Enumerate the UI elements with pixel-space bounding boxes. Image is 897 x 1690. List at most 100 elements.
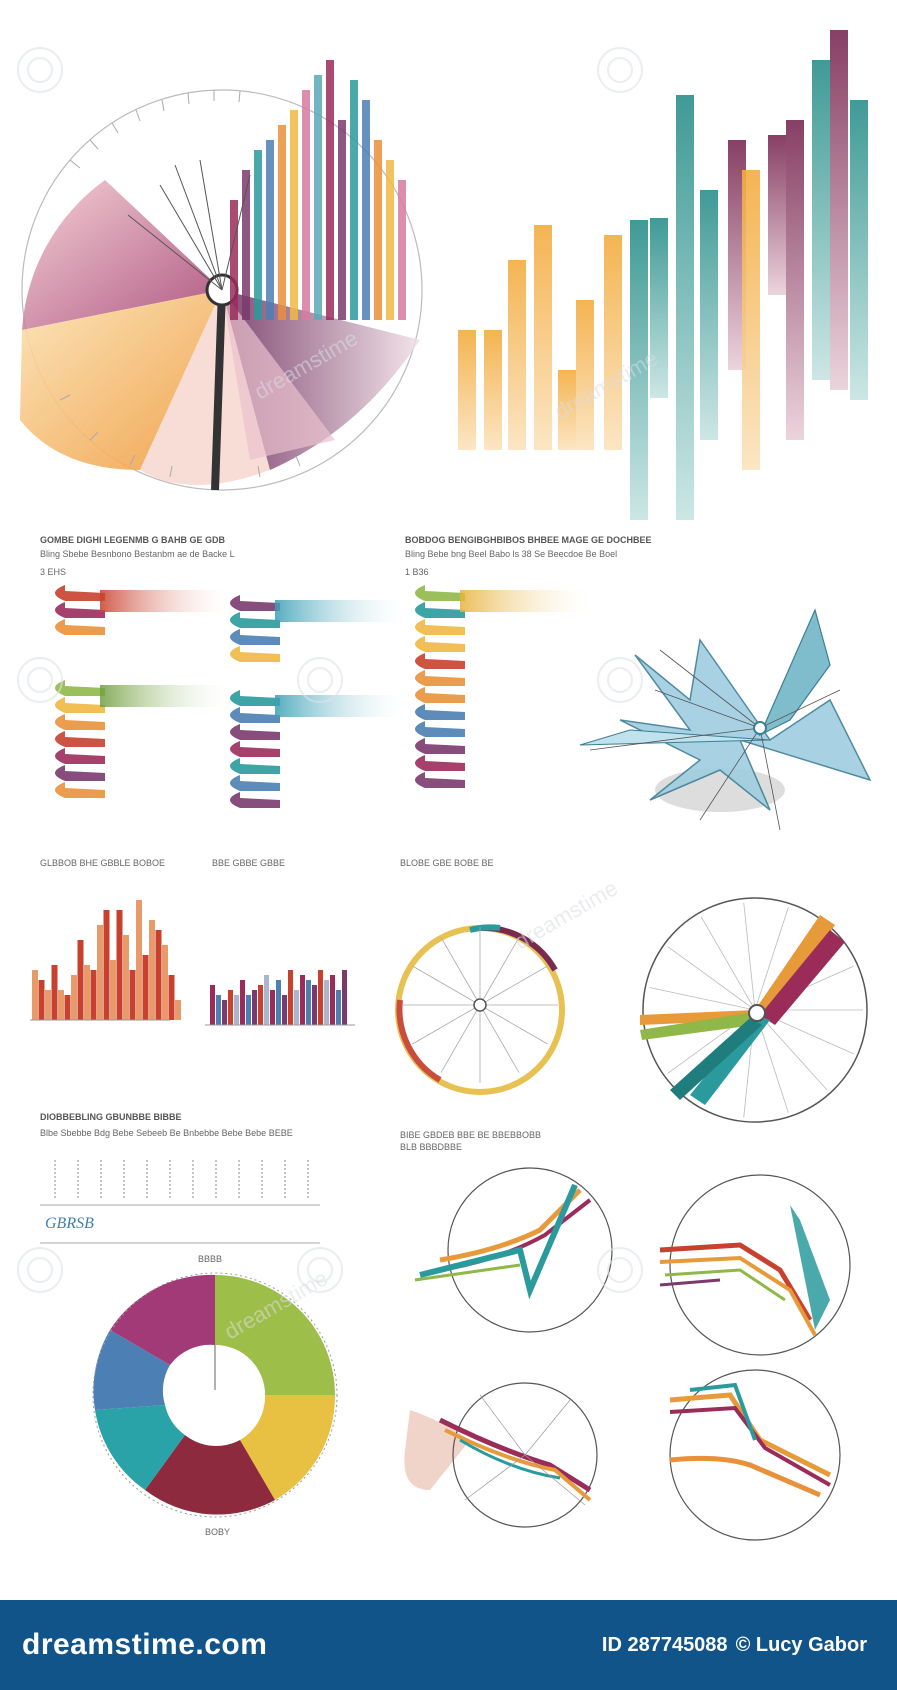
- small-bar: [270, 990, 275, 1025]
- tall-bar: [558, 370, 576, 450]
- small-bar: [330, 975, 335, 1025]
- small-bar: [222, 1000, 227, 1025]
- ring-spoke: [479, 965, 548, 1006]
- small-bar: [336, 990, 341, 1025]
- small-bar: [155, 930, 162, 1020]
- ribbon-coil: [415, 755, 465, 771]
- infographic-collage: GOMBE DIGHI LEGENMB G BAHB GE GDB Bling …: [17, 30, 872, 1541]
- ribbon-coil: [415, 772, 465, 788]
- radial-line-chart-2: [659, 1174, 851, 1356]
- ribbon-coil: [230, 758, 280, 774]
- ring-chart-2: [640, 897, 868, 1123]
- radial-spike-bar: [350, 80, 358, 320]
- tall-bar: [534, 225, 552, 450]
- small-bar: [58, 990, 64, 1020]
- small-bar: [97, 925, 103, 1020]
- small-bar: [324, 980, 329, 1025]
- radial-fan-chart: [20, 60, 423, 491]
- ribbon-coil: [230, 792, 280, 808]
- ribbon-coil: [415, 653, 465, 669]
- small-bar-charts: [30, 900, 355, 1026]
- tall-bar: [768, 135, 786, 295]
- footer-brand[interactable]: dreamstime.com: [22, 1628, 268, 1661]
- watermark-text: dreamstime: [510, 875, 622, 954]
- mid-left-subheading: Bling Sbebe Besnbono Bestanbm ae de Back…: [40, 549, 235, 559]
- mid-right-heading: BOBDOG BENGIBGHBIBOS BHBEE MAGE GE DOCHB…: [405, 535, 652, 545]
- radial-spike-bar: [374, 140, 382, 320]
- ring-spoke: [440, 1004, 481, 1073]
- radial-spike-bar: [362, 100, 370, 320]
- spiral-watermark-icon: [297, 1247, 343, 1293]
- small-bar: [77, 940, 84, 1020]
- ring-spoke: [649, 987, 756, 1011]
- ribbon-tail: [275, 695, 405, 717]
- ring-spoke: [667, 946, 756, 1011]
- small-bar: [175, 1000, 181, 1020]
- small-bar: [342, 970, 347, 1025]
- small-bar: [210, 985, 215, 1025]
- footer-bar: dreamstime.com ID 287745088 © Lucy Gabor: [0, 1600, 897, 1690]
- tall-bar: [458, 330, 476, 450]
- donut-chart: [92, 1272, 338, 1518]
- ribbon-caption-1: GLBBOB BHE GBBLE BOBOE: [40, 858, 165, 868]
- tall-bar: [484, 330, 502, 450]
- radial-spike-bar: [338, 120, 346, 320]
- lower-right-subheading: BLB BBBDBBE: [400, 1142, 462, 1152]
- small-bar: [103, 910, 110, 1020]
- tall-bar: [676, 95, 694, 520]
- ribbon-coil: [55, 680, 105, 696]
- ribbon-spiral-charts: [55, 585, 590, 808]
- spiral-watermark-icon: [17, 1247, 63, 1293]
- tall-bar: [576, 300, 594, 450]
- ribbon-coil: [230, 646, 280, 662]
- tall-bar-chart: [458, 30, 868, 520]
- ring-spoke: [479, 937, 520, 1006]
- small-bar: [136, 900, 142, 1020]
- small-bar: [276, 980, 281, 1025]
- ribbon-coil: [230, 690, 280, 706]
- radial-spike-bar: [242, 170, 250, 320]
- ribbon-coil: [415, 619, 465, 635]
- ribbon-coil: [415, 687, 465, 703]
- ribbon-tail: [100, 590, 230, 612]
- small-bar: [294, 990, 299, 1025]
- ribbon-coil: [415, 738, 465, 754]
- ribbon-coil: [415, 585, 465, 601]
- ribbon-coil: [415, 670, 465, 686]
- tall-bar: [812, 60, 830, 380]
- donut-top-label: BBBB: [198, 1254, 222, 1264]
- small-bar: [246, 995, 251, 1025]
- ribbon-coil: [55, 731, 105, 747]
- lower-right-heading: BIBE GBDEB BBE BE BBEBBOBB: [400, 1130, 541, 1140]
- tick-ruler: [40, 1160, 320, 1244]
- small-bar: [84, 965, 90, 1020]
- ribbon-coil: [415, 721, 465, 737]
- ribbon-coil: [55, 748, 105, 764]
- ribbon-coil: [230, 741, 280, 757]
- footer-credit: ID 287745088 © Lucy Gabor: [602, 1634, 867, 1657]
- ribbon-caption-3: BLOBE GBE BOBE BE: [400, 858, 494, 868]
- spiral-watermark-icon: [607, 57, 633, 83]
- lower-subheading: Blbe Sbebbe Bdg Bebe Sebeeb Be Bnbebbe B…: [40, 1128, 293, 1138]
- ribbon-coil: [55, 782, 105, 798]
- small-bar: [264, 975, 269, 1025]
- ribbon-coil: [415, 602, 465, 618]
- spiral-watermark-icon: [17, 47, 63, 93]
- ribbon-coil: [230, 595, 280, 611]
- ribbon-coil: [230, 775, 280, 791]
- radial-line-chart-4: [669, 1369, 841, 1541]
- radial-spike-bar: [278, 125, 286, 320]
- radial-spike-bar: [302, 90, 310, 320]
- spiral-watermark-icon: [297, 657, 343, 703]
- small-bar: [71, 975, 77, 1020]
- small-bar: [312, 985, 317, 1025]
- ribbon-coil: [230, 707, 280, 723]
- radial-spike-bar: [326, 60, 334, 320]
- spiral-watermark-icon: [597, 1247, 643, 1293]
- small-bar: [149, 920, 155, 1020]
- ring-spoke: [743, 902, 756, 1011]
- small-bar: [288, 970, 293, 1025]
- ribbon-coil: [230, 629, 280, 645]
- ribbon-coil: [55, 765, 105, 781]
- radial-spike-bar: [266, 140, 274, 320]
